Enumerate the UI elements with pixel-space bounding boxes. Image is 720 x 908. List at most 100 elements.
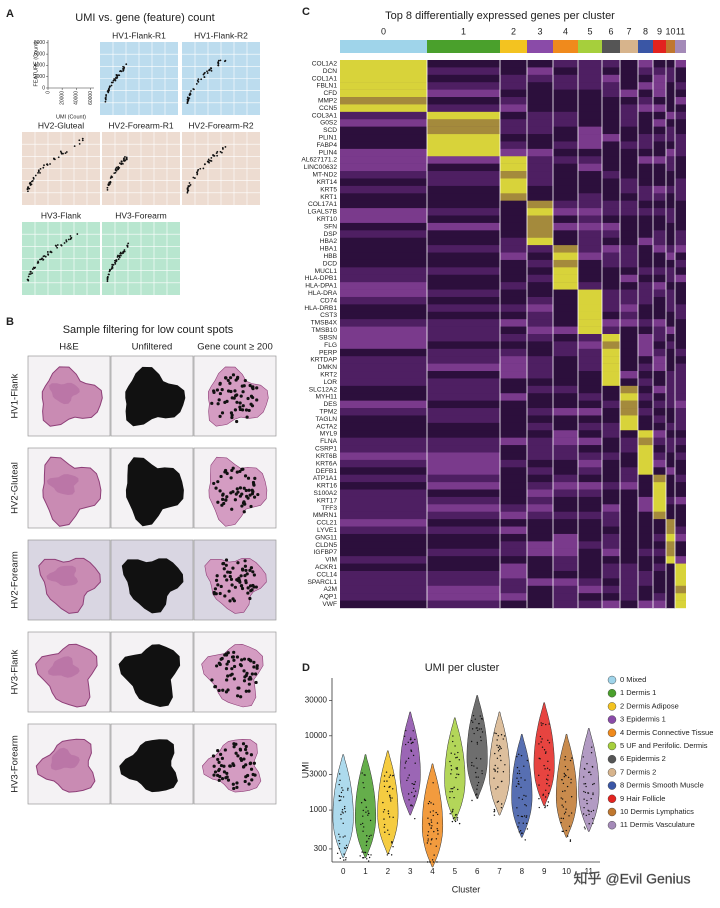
spot bbox=[216, 583, 220, 587]
heatmap-cell bbox=[553, 111, 578, 120]
heatmap-cell bbox=[602, 215, 620, 224]
heatmap-cell bbox=[553, 526, 578, 535]
jitter-dot bbox=[520, 832, 523, 834]
heatmap-cell bbox=[620, 600, 638, 609]
jitter-dot bbox=[368, 835, 371, 838]
scatter-dot bbox=[81, 137, 84, 140]
heatmap-cell bbox=[602, 60, 620, 68]
heatmap-cell bbox=[638, 378, 653, 387]
scatter-dot bbox=[111, 265, 114, 268]
scatter-dot bbox=[60, 152, 63, 155]
heatmap-cell bbox=[666, 326, 675, 335]
gene-label: DCN bbox=[323, 68, 338, 75]
heatmap-cell bbox=[602, 171, 620, 179]
heatmap-cell bbox=[620, 74, 638, 83]
spot bbox=[222, 561, 226, 566]
heatmap-cell bbox=[578, 230, 602, 238]
heatmap-cell bbox=[500, 60, 527, 68]
spot bbox=[243, 747, 248, 752]
spot bbox=[226, 688, 230, 692]
spot bbox=[228, 570, 232, 574]
jitter-dot bbox=[543, 749, 546, 751]
heatmap-cell bbox=[675, 311, 686, 320]
jitter-dot bbox=[340, 818, 342, 820]
jitter-dot bbox=[590, 746, 593, 748]
heatmap-cell bbox=[553, 259, 578, 268]
heatmap-cell bbox=[427, 141, 500, 150]
heatmap-cell bbox=[578, 60, 602, 68]
jitter-dot bbox=[426, 861, 429, 863]
heatmap-cell bbox=[675, 326, 686, 335]
jitter-dot bbox=[389, 798, 392, 800]
jitter-dot bbox=[430, 819, 432, 821]
heatmap-cell bbox=[340, 482, 427, 490]
jitter-dot bbox=[499, 746, 502, 748]
jitter-dot bbox=[428, 822, 430, 825]
heatmap-cell bbox=[340, 430, 427, 438]
jitter-dot bbox=[481, 770, 483, 772]
jitter-dot bbox=[392, 775, 394, 777]
jitter-dot bbox=[481, 731, 484, 733]
cluster-label: 5 bbox=[587, 26, 592, 36]
heatmap-cell bbox=[578, 259, 602, 268]
jitter-dot bbox=[472, 714, 475, 717]
heatmap-cell bbox=[666, 74, 675, 83]
legend-label: 7 Dermis 2 bbox=[620, 767, 656, 776]
jitter-dot bbox=[589, 771, 591, 773]
heatmap-cell bbox=[602, 319, 620, 327]
heatmap-cell bbox=[620, 156, 638, 164]
heatmap-cell bbox=[527, 334, 553, 342]
heatmap-cell bbox=[653, 97, 666, 105]
heatmap-cell bbox=[638, 452, 653, 461]
scatter-dot bbox=[111, 266, 114, 269]
heatmap-cell bbox=[602, 259, 620, 268]
jitter-dot bbox=[476, 767, 478, 769]
heatmap-cell bbox=[666, 400, 675, 409]
spot bbox=[216, 480, 220, 484]
spot bbox=[228, 376, 233, 380]
heatmap-cell bbox=[602, 467, 620, 475]
jitter-dot bbox=[560, 797, 562, 799]
spot bbox=[231, 782, 235, 786]
jitter-dot bbox=[502, 771, 505, 773]
spots bbox=[121, 558, 184, 614]
heatmap-cell bbox=[602, 282, 620, 290]
spot bbox=[245, 671, 249, 675]
jitter-dot bbox=[426, 842, 429, 844]
spot bbox=[219, 584, 223, 589]
heatmap-cell bbox=[578, 178, 602, 187]
heatmap-cell bbox=[675, 363, 686, 372]
heatmap-cell bbox=[427, 311, 500, 320]
spot bbox=[242, 669, 246, 673]
gene-label: CCN5 bbox=[319, 105, 337, 112]
heatmap-cell bbox=[500, 415, 527, 424]
heatmap-cell bbox=[500, 319, 527, 327]
heatmap-cell bbox=[638, 148, 653, 157]
heatmap-cell bbox=[527, 274, 553, 283]
jitter-dot bbox=[588, 810, 590, 812]
jitter-dot bbox=[405, 729, 407, 732]
gene-label: HLA-DRB1 bbox=[304, 305, 337, 312]
gene-label: VIM bbox=[325, 557, 337, 564]
heatmap-cell bbox=[620, 282, 638, 290]
jitter-dot bbox=[518, 772, 521, 775]
heatmap-cell bbox=[675, 422, 686, 431]
heatmap-cell bbox=[638, 178, 653, 187]
row-label: HV1-Flank bbox=[10, 373, 21, 418]
heatmap-cell bbox=[602, 74, 620, 83]
heatmap-cell bbox=[666, 111, 675, 120]
scatter-dot bbox=[206, 70, 208, 73]
heatmap-cell bbox=[620, 237, 638, 246]
scatter-dot bbox=[123, 160, 126, 162]
heatmap-cell bbox=[602, 311, 620, 320]
spot bbox=[249, 767, 254, 771]
jitter-dot bbox=[564, 759, 566, 761]
gene-label: FABP4 bbox=[316, 142, 337, 149]
cluster-bar bbox=[527, 40, 553, 53]
heatmap-cell bbox=[653, 304, 666, 312]
y-tick-label: 6000 bbox=[34, 51, 45, 57]
scatter-dot bbox=[116, 76, 119, 79]
jitter-dot bbox=[449, 813, 451, 815]
jitter-dot bbox=[386, 780, 388, 782]
jitter-dot bbox=[414, 790, 417, 792]
